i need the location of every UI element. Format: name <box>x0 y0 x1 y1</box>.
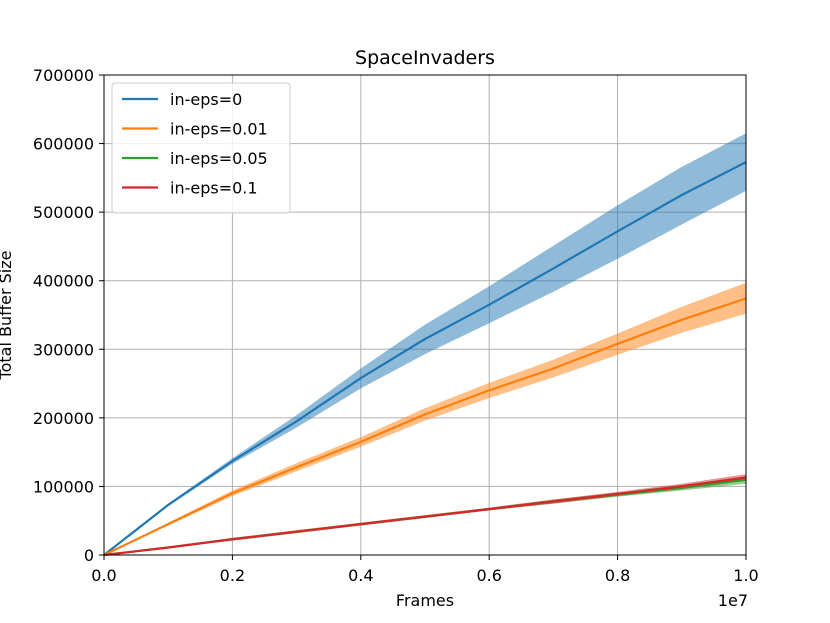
x-tick-label: 0.8 <box>605 566 630 585</box>
band-in-eps=0.01 <box>104 282 746 555</box>
y-tick-label: 400000 <box>33 272 94 291</box>
axis-ticks: 0.0 0.2 0.4 0.6 0.8 1.0 0 100000 200000 300000 400… <box>33 66 759 585</box>
y-axis-label: Total Buffer Size <box>0 251 15 381</box>
x-axis-label: Frames <box>396 591 454 610</box>
legend-entry: in-eps=0.1 <box>170 179 258 198</box>
series-line-in-eps=0.01 <box>103 297 747 556</box>
x-tick-label: 0.4 <box>348 566 373 585</box>
y-tick-label: 600000 <box>33 135 94 154</box>
legend: in-eps=0 in-eps=0.01 in-eps=0.05 in-eps=0.1 <box>111 82 291 214</box>
y-tick-label: 0 <box>84 546 94 565</box>
series-line-in-eps=0 <box>103 161 747 556</box>
band-in-eps=0 <box>104 133 746 556</box>
x-tick-label: 0.0 <box>91 566 116 585</box>
legend-entry: in-eps=0 <box>170 90 242 109</box>
legend-box <box>111 82 291 214</box>
y-tick-label: 700000 <box>33 66 94 85</box>
x-axis-offset-label: 1e7 <box>718 591 748 610</box>
x-tick-label: 1.0 <box>733 566 758 585</box>
chart-title: SpaceInvaders <box>355 47 495 69</box>
plot-frame <box>103 74 747 556</box>
x-tick-label: 0.2 <box>220 566 245 585</box>
y-tick-label: 300000 <box>33 340 94 359</box>
y-tick-label: 100000 <box>33 477 94 496</box>
legend-entry: in-eps=0.01 <box>170 120 268 139</box>
y-tick-label: 500000 <box>33 203 94 222</box>
x-tick-label: 0.6 <box>476 566 501 585</box>
series-line-in-eps=0.1 <box>103 476 747 557</box>
legend-entry: in-eps=0.05 <box>170 149 268 168</box>
y-tick-label: 200000 <box>33 409 94 428</box>
series-lines <box>103 161 747 557</box>
